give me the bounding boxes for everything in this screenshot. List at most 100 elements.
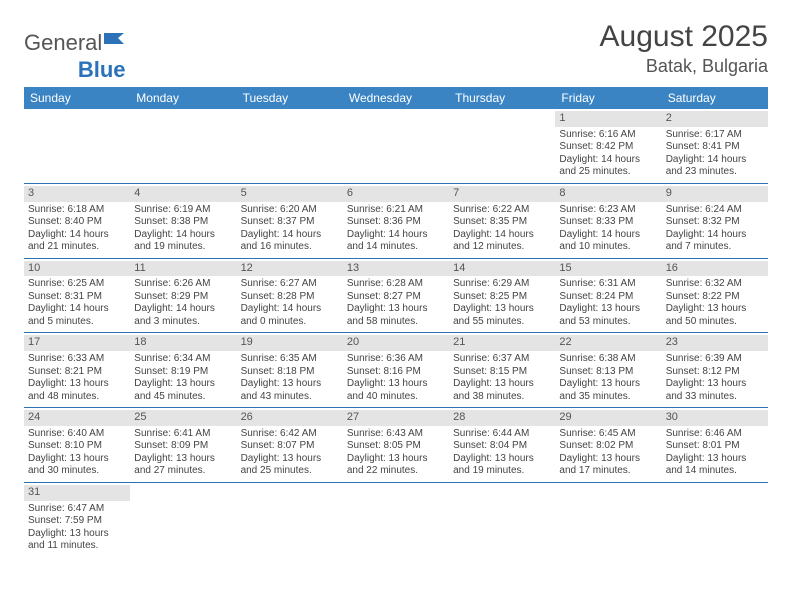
calendar-cell: 31Sunrise: 6:47 AMSunset: 7:59 PMDayligh…	[24, 482, 130, 556]
day-number: 24	[24, 410, 130, 426]
calendar-cell: 17 Sunrise: 6:33 AMSunset: 8:21 PMDayligh…	[24, 333, 130, 408]
weekday-header: Monday	[130, 87, 236, 109]
day-number: 25	[130, 410, 236, 426]
calendar-cell	[662, 482, 768, 556]
calendar-cell: 6Sunrise: 6:21 AMSunset: 8:36 PMDaylight…	[343, 183, 449, 258]
calendar-cell: 9Sunrise: 6:24 AMSunset: 8:32 PMDaylight…	[662, 183, 768, 258]
flag-icon	[104, 26, 126, 52]
day-number: 13	[343, 261, 449, 277]
calendar-cell: 4 Sunrise: 6:19 AMSunset: 8:38 PMDaylight…	[130, 183, 236, 258]
calendar-cell: 7 Sunrise: 6:22 AMSunset: 8:35 PMDaylight…	[449, 183, 555, 258]
day-number: 27	[343, 410, 449, 426]
day-number: 15	[555, 261, 661, 277]
day-details: Sunrise: 6:45 AMSunset: 8:02 PMDaylight:…	[559, 428, 657, 478]
calendar-cell	[555, 482, 661, 556]
calendar-cell: 23Sunrise: 6:39 AMSunset: 8:12 PMDayligh…	[662, 333, 768, 408]
day-number: 20	[343, 335, 449, 351]
day-number: 31	[24, 485, 130, 501]
calendar-row: 3 Sunrise: 6:18 AMSunset: 8:40 PMDaylight…	[24, 183, 768, 258]
calendar-cell: 5 Sunrise: 6:20 AMSunset: 8:37 PMDaylight…	[237, 183, 343, 258]
day-number: 16	[662, 261, 768, 277]
day-details: Sunrise: 6:19 AMSunset: 8:38 PMDaylight:…	[134, 204, 232, 254]
logo-line2: GeneBlue	[24, 57, 768, 83]
day-details: Sunrise: 6:33 AMSunset: 8:21 PMDaylight:…	[28, 353, 126, 403]
calendar-cell: 25Sunrise: 6:41 AMSunset: 8:09 PMDayligh…	[130, 408, 236, 483]
calendar-cell: 30 Sunrise: 6:46 AMSunset: 8:01 PMDayligh…	[662, 408, 768, 483]
day-number: 30	[662, 410, 768, 426]
calendar-cell	[24, 109, 130, 183]
calendar-cell: 18 Sunrise: 6:34 AMSunset: 8:19 PMDayligh…	[130, 333, 236, 408]
day-number: 7	[449, 186, 555, 202]
day-details: Sunrise: 6:31 AMSunset: 8:24 PMDaylight:…	[559, 278, 657, 328]
day-details: Sunrise: 6:20 AMSunset: 8:37 PMDaylight:…	[241, 204, 339, 254]
day-number: 4	[130, 186, 236, 202]
day-details: Sunrise: 6:16 AMSunset: 8:42 PMDaylight:…	[559, 129, 657, 179]
calendar-cell	[237, 482, 343, 556]
day-details: Sunrise: 6:35 AMSunset: 8:18 PMDaylight:…	[241, 353, 339, 403]
day-details: Sunrise: 6:29 AMSunset: 8:25 PMDaylight:…	[453, 278, 551, 328]
day-details: Sunrise: 6:24 AMSunset: 8:32 PMDaylight:…	[666, 204, 764, 254]
calendar-cell: 13Sunrise: 6:28 AMSunset: 8:27 PMDayligh…	[343, 258, 449, 333]
calendar-cell: 2Sunrise: 6:17 AMSunset: 8:41 PMDaylight…	[662, 109, 768, 183]
day-details: Sunrise: 6:22 AMSunset: 8:35 PMDaylight:…	[453, 204, 551, 254]
day-number: 11	[130, 261, 236, 277]
weekday-header: Saturday	[662, 87, 768, 109]
calendar-cell: 29 Sunrise: 6:45 AMSunset: 8:02 PMDayligh…	[555, 408, 661, 483]
day-number: 17	[24, 335, 130, 351]
day-number: 21	[449, 335, 555, 351]
weekday-header: Friday	[555, 87, 661, 109]
month-title: August 2025	[600, 20, 768, 54]
calendar-cell: 8Sunrise: 6:23 AMSunset: 8:33 PMDaylight…	[555, 183, 661, 258]
day-number: 2	[662, 111, 768, 127]
day-details: Sunrise: 6:26 AMSunset: 8:29 PMDaylight:…	[134, 278, 232, 328]
day-number: 28	[449, 410, 555, 426]
day-number: 5	[237, 186, 343, 202]
day-number: 23	[662, 335, 768, 351]
calendar-cell: 28 Sunrise: 6:44 AMSunset: 8:04 PMDayligh…	[449, 408, 555, 483]
day-details: Sunrise: 6:43 AMSunset: 8:05 PMDaylight:…	[347, 428, 445, 478]
calendar-cell: 26 Sunrise: 6:42 AMSunset: 8:07 PMDayligh…	[237, 408, 343, 483]
weekday-header: Thursday	[449, 87, 555, 109]
day-details: Sunrise: 6:34 AMSunset: 8:19 PMDaylight:…	[134, 353, 232, 403]
calendar-cell	[130, 482, 236, 556]
day-details: Sunrise: 6:27 AMSunset: 8:28 PMDaylight:…	[241, 278, 339, 328]
calendar-cell: 27 Sunrise: 6:43 AMSunset: 8:05 PMDayligh…	[343, 408, 449, 483]
calendar-cell	[343, 109, 449, 183]
calendar-cell: 14Sunrise: 6:29 AMSunset: 8:25 PMDayligh…	[449, 258, 555, 333]
day-details: Sunrise: 6:18 AMSunset: 8:40 PMDaylight:…	[28, 204, 126, 254]
day-details: Sunrise: 6:40 AMSunset: 8:10 PMDaylight:…	[28, 428, 126, 478]
calendar-cell	[449, 109, 555, 183]
day-number: 14	[449, 261, 555, 277]
weekday-header: Sunday	[24, 87, 130, 109]
day-details: Sunrise: 6:44 AMSunset: 8:04 PMDaylight:…	[453, 428, 551, 478]
day-number: 29	[555, 410, 661, 426]
calendar-row: 17 Sunrise: 6:33 AMSunset: 8:21 PMDayligh…	[24, 333, 768, 408]
day-details: Sunrise: 6:38 AMSunset: 8:13 PMDaylight:…	[559, 353, 657, 403]
day-number: 8	[555, 186, 661, 202]
day-number: 19	[237, 335, 343, 351]
weekday-header: Wednesday	[343, 87, 449, 109]
day-details: Sunrise: 6:37 AMSunset: 8:15 PMDaylight:…	[453, 353, 551, 403]
day-details: Sunrise: 6:46 AMSunset: 8:01 PMDaylight:…	[666, 428, 764, 478]
calendar-cell: 20Sunrise: 6:36 AMSunset: 8:16 PMDayligh…	[343, 333, 449, 408]
day-number: 12	[237, 261, 343, 277]
calendar-cell: 11Sunrise: 6:26 AMSunset: 8:29 PMDayligh…	[130, 258, 236, 333]
day-number: 22	[555, 335, 661, 351]
calendar-cell	[130, 109, 236, 183]
calendar-cell: 16Sunrise: 6:32 AMSunset: 8:22 PMDayligh…	[662, 258, 768, 333]
calendar-cell	[237, 109, 343, 183]
calendar-cell: 10Sunrise: 6:25 AMSunset: 8:31 PMDayligh…	[24, 258, 130, 333]
calendar-cell: 19 Sunrise: 6:35 AMSunset: 8:18 PMDayligh…	[237, 333, 343, 408]
calendar-cell: 21 Sunrise: 6:37 AMSunset: 8:15 PMDayligh…	[449, 333, 555, 408]
calendar-cell: 12Sunrise: 6:27 AMSunset: 8:28 PMDayligh…	[237, 258, 343, 333]
calendar-row: 1Sunrise: 6:16 AMSunset: 8:42 PMDaylight…	[24, 109, 768, 183]
day-details: Sunrise: 6:28 AMSunset: 8:27 PMDaylight:…	[347, 278, 445, 328]
day-number: 26	[237, 410, 343, 426]
day-details: Sunrise: 6:42 AMSunset: 8:07 PMDaylight:…	[241, 428, 339, 478]
day-number: 3	[24, 186, 130, 202]
day-details: Sunrise: 6:32 AMSunset: 8:22 PMDaylight:…	[666, 278, 764, 328]
logo: General	[24, 26, 126, 60]
calendar-cell: 1Sunrise: 6:16 AMSunset: 8:42 PMDaylight…	[555, 109, 661, 183]
day-number: 18	[130, 335, 236, 351]
calendar-cell: 22 Sunrise: 6:38 AMSunset: 8:13 PMDayligh…	[555, 333, 661, 408]
